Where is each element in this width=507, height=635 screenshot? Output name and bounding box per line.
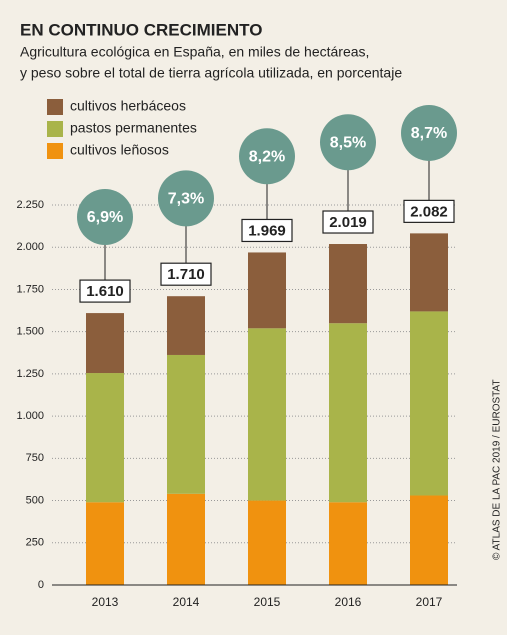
bar-segment	[248, 252, 286, 329]
legend-swatch	[47, 121, 63, 137]
y-tick-label: 2.250	[16, 199, 44, 211]
x-tick-label: 2015	[254, 595, 281, 609]
y-tick-label: 1.000	[16, 410, 44, 422]
bar-segment	[86, 502, 124, 585]
legend-label: pastos permanentes	[70, 120, 197, 136]
bar-segment	[329, 323, 367, 503]
total-label: 1.610	[86, 283, 124, 300]
share-circle	[158, 170, 214, 227]
bar-segment	[410, 495, 448, 585]
legend-swatch	[47, 99, 63, 115]
share-label: 7,3%	[168, 191, 204, 208]
y-tick-label: 1.250	[16, 368, 44, 380]
legend-swatch	[47, 143, 63, 159]
y-tick-label: 750	[26, 452, 44, 464]
bar-segment	[248, 500, 286, 585]
share-circle	[401, 104, 457, 161]
y-tick-label: 2.000	[16, 241, 44, 253]
x-tick-label: 2017	[416, 595, 443, 609]
share-circle	[320, 114, 376, 171]
share-label: 8,2%	[249, 149, 285, 166]
subtitle: Agricultura ecológica en España, en mile…	[20, 44, 369, 60]
bar-segment	[410, 233, 448, 312]
share-circle	[239, 128, 295, 185]
total-box	[241, 218, 293, 243]
bar-segment	[167, 354, 205, 494]
total-box	[160, 262, 212, 286]
legend-label: cultivos herbáceos	[70, 98, 186, 114]
bar-segment	[248, 328, 286, 501]
source: © ATLAS DE LA PAC 2019 / EUROSTAT	[492, 379, 503, 560]
total-box	[403, 199, 455, 223]
y-tick-label: 0	[38, 579, 44, 591]
y-tick-label: 250	[26, 537, 44, 549]
total-box	[322, 210, 374, 234]
total-label: 1.710	[167, 266, 205, 283]
bar-segment	[329, 244, 367, 324]
share-label: 8,7%	[411, 125, 447, 142]
total-label: 2.082	[410, 203, 448, 220]
x-tick-label: 2014	[173, 595, 200, 609]
share-circle	[77, 189, 133, 245]
share-label: 8,5%	[330, 134, 366, 151]
x-tick-label: 2013	[92, 595, 119, 609]
y-tick-label: 500	[26, 494, 44, 506]
total-label: 2.019	[329, 214, 367, 231]
total-box	[79, 279, 131, 303]
total-label: 1.969	[248, 222, 286, 239]
chart-title: EN CONTINUO CRECIMIENTO	[20, 20, 262, 39]
bar-segment	[410, 311, 448, 496]
bar-segment	[167, 296, 205, 355]
y-tick-label: 1.500	[16, 326, 44, 338]
bar-segment	[86, 313, 124, 374]
bar-segment	[167, 493, 205, 585]
bar-segment	[329, 502, 367, 585]
share-label: 6,9%	[87, 209, 123, 226]
subtitle: y peso sobre el total de tierra agrícola…	[20, 65, 402, 81]
y-tick-label: 1.750	[16, 283, 44, 295]
legend-label: cultivos leñosos	[70, 142, 169, 158]
x-tick-label: 2016	[335, 595, 362, 609]
bar-segment	[86, 373, 124, 503]
